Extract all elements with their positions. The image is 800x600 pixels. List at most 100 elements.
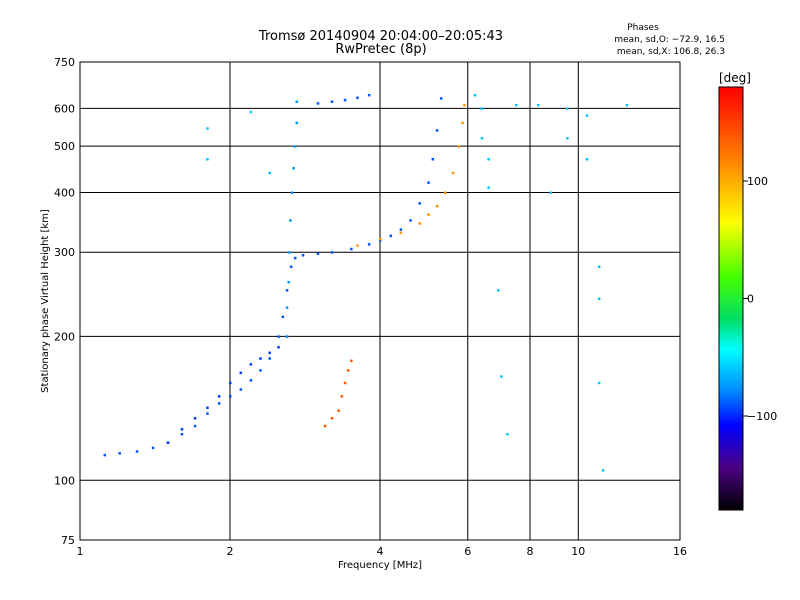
data-point <box>418 222 421 225</box>
y-tick-label: 300 <box>54 246 75 259</box>
data-point <box>435 129 439 132</box>
data-point <box>399 228 403 231</box>
data-point <box>343 381 347 385</box>
legend-line-x: mean, sd,X: 106.8, 26.3 <box>617 47 725 57</box>
data-point <box>316 102 320 105</box>
data-point <box>249 363 253 366</box>
data-point <box>601 469 605 472</box>
data-point <box>281 315 285 319</box>
data-point <box>293 145 297 148</box>
data-point <box>287 280 290 284</box>
data-point <box>151 446 155 450</box>
y-tick-label: 400 <box>54 186 75 199</box>
data-point <box>166 441 170 444</box>
chart-subtitle: RwPretec (8p) <box>335 42 426 57</box>
data-point <box>367 243 371 246</box>
data-point <box>443 191 447 194</box>
y-axis-label: Stationary phase Virtual Height [km] <box>40 209 51 393</box>
data-point <box>292 167 295 170</box>
data-point <box>597 265 601 269</box>
data-point <box>330 251 334 254</box>
data-point <box>249 379 253 382</box>
data-point <box>389 234 393 238</box>
data-point <box>323 424 327 428</box>
y-tick-label: 100 <box>54 474 75 487</box>
data-point <box>268 351 271 355</box>
data-point <box>285 335 289 338</box>
data-point <box>399 231 403 234</box>
data-point <box>427 213 430 216</box>
data-point <box>259 357 262 360</box>
data-point <box>463 103 466 107</box>
data-point <box>367 93 371 97</box>
x-tick-label: 6 <box>464 545 471 558</box>
data-point <box>295 121 299 125</box>
colorbar-label: [deg] <box>719 71 751 85</box>
y-tick-label: 750 <box>54 56 75 69</box>
colorbar-tick-label: −100 <box>747 410 777 423</box>
x-tick-label: 8 <box>527 545 534 558</box>
data-point <box>239 388 243 391</box>
data-point <box>350 359 353 363</box>
data-point <box>316 252 320 256</box>
data-point <box>487 186 490 189</box>
data-point <box>496 289 500 292</box>
data-point <box>285 289 289 292</box>
y-tick-label: 200 <box>54 330 75 343</box>
legend-line-o: mean, sd,O: −72.9, 16.5 <box>614 35 725 45</box>
data-point <box>451 171 455 175</box>
data-point <box>427 181 430 184</box>
chart-title: Tromsø 20140904 20:04:00–20:05:43 <box>258 29 503 44</box>
data-point <box>625 103 629 107</box>
data-point <box>285 306 289 309</box>
plot-frame <box>79 61 681 541</box>
data-point <box>180 428 184 431</box>
data-point <box>118 452 121 455</box>
data-point <box>229 395 232 398</box>
data-point <box>435 204 439 208</box>
data-point <box>597 297 601 301</box>
x-axis: 1 2 4 6 8 10 16 <box>77 545 688 558</box>
data-point <box>343 98 347 102</box>
grid <box>79 61 681 541</box>
data-point <box>566 107 569 110</box>
data-point <box>289 219 292 222</box>
data-point <box>330 416 334 420</box>
legend-heading: Phases <box>627 23 659 33</box>
data-point <box>461 121 464 125</box>
data-point <box>206 412 209 415</box>
data-point <box>288 251 291 254</box>
data-point <box>206 406 209 409</box>
data-point <box>277 335 280 338</box>
data-point <box>409 219 412 222</box>
y-tick-label: 75 <box>61 534 75 547</box>
x-tick-label: 10 <box>571 545 585 558</box>
data-point <box>249 110 253 114</box>
colorbar <box>718 86 744 511</box>
data-point <box>597 381 601 385</box>
data-point <box>259 369 262 372</box>
data-point <box>356 244 359 247</box>
data-point <box>480 137 484 140</box>
data-point <box>585 158 589 161</box>
data-point <box>418 202 421 205</box>
data-point <box>506 432 509 436</box>
data-point <box>379 237 382 241</box>
data-point <box>566 137 569 140</box>
x-axis-label: Frequency [MHz] <box>338 560 422 571</box>
data-point <box>346 369 350 372</box>
data-point <box>135 450 139 453</box>
data-point <box>337 409 340 412</box>
data-point <box>379 239 382 242</box>
data-point <box>239 371 243 375</box>
colorbar-tick-label: 0 <box>747 293 754 306</box>
y-tick-label: 600 <box>54 102 75 115</box>
data-point <box>330 100 334 104</box>
data-point <box>536 103 540 107</box>
data-point <box>193 424 197 428</box>
data-point <box>500 375 503 378</box>
colorbar-tick-label: 100 <box>747 175 768 188</box>
data-points <box>103 93 629 472</box>
data-point <box>549 191 553 194</box>
